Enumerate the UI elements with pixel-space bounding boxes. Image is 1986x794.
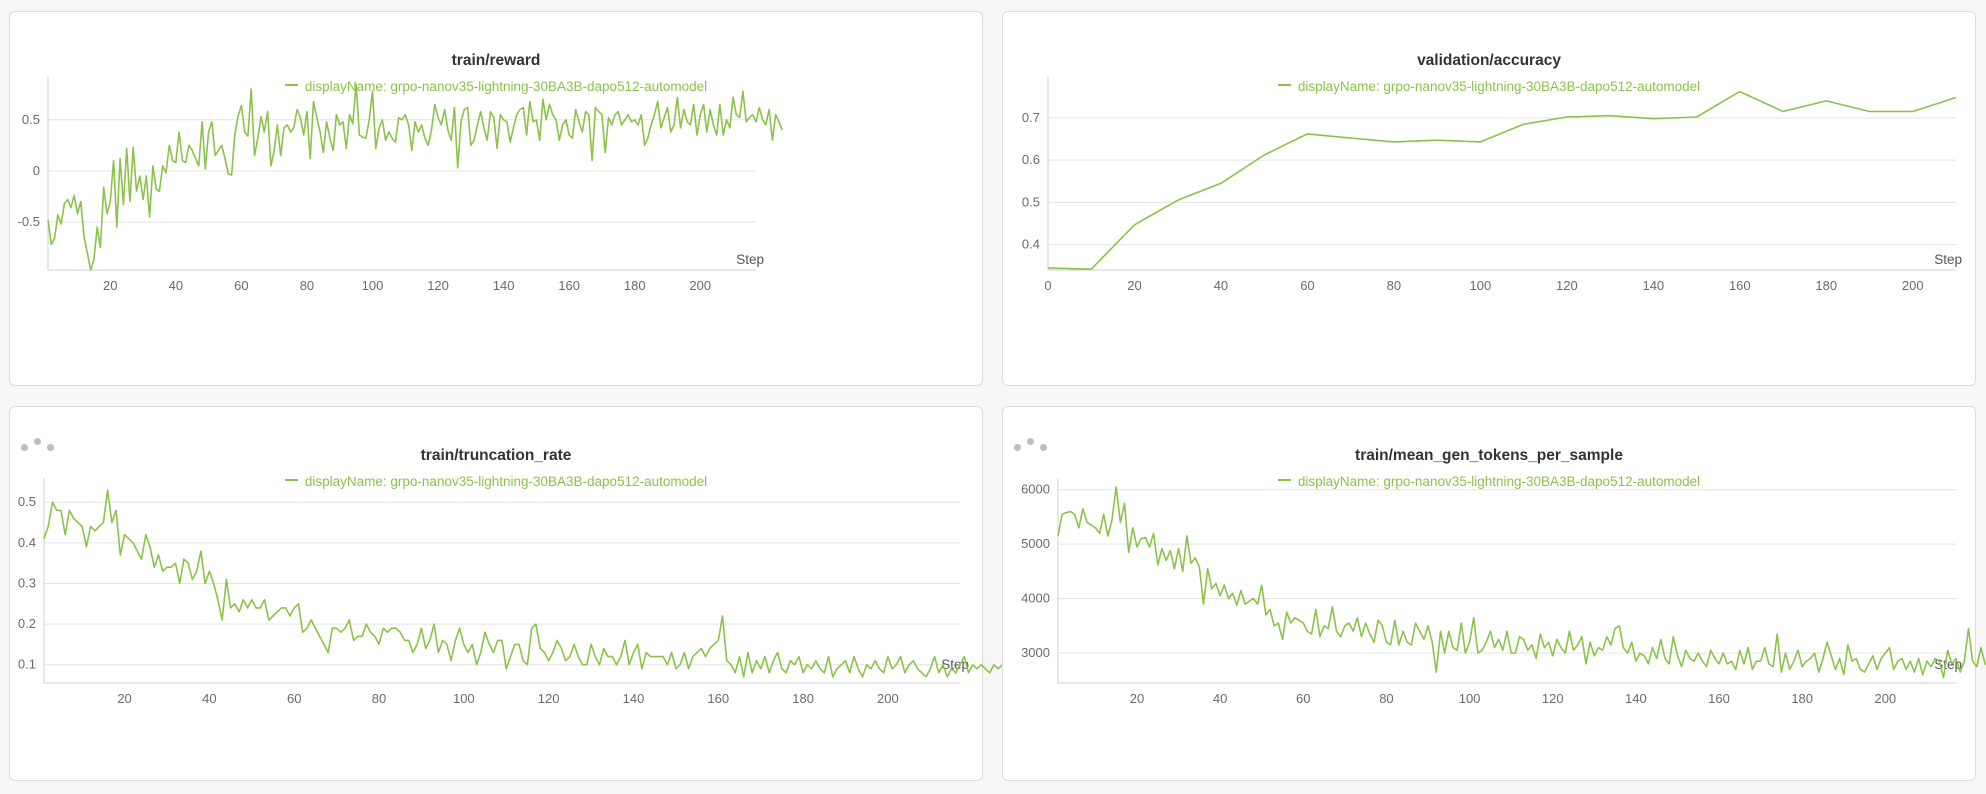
x-tick-label: 200 [1902, 278, 1924, 293]
loading-dots-icon [21, 436, 55, 456]
x-tick-label: 40 [1213, 691, 1227, 706]
chart-title: train/reward [451, 52, 541, 69]
x-tick-label: 80 [1387, 278, 1401, 293]
x-tick-label: 20 [117, 691, 131, 706]
loading-dots-icon [1014, 436, 1048, 456]
y-tick-label: 0.2 [18, 616, 36, 631]
x-tick-label: 120 [427, 278, 449, 293]
x-tick-label: 20 [1130, 691, 1144, 706]
x-tick-label: 160 [558, 278, 580, 293]
legend-line-swatch [1277, 84, 1291, 87]
x-tick-label: 80 [300, 278, 314, 293]
chart-plot: 0.4 0.5 0.6 0.7 0 20 40 60 80 100 120 140 160 180 200 S… [1022, 76, 1962, 293]
y-tick-label: 0.6 [1022, 152, 1040, 167]
series-line [1047, 90, 1957, 271]
x-tick-label: 140 [623, 691, 645, 706]
y-tick-label: 0.7 [1022, 110, 1040, 125]
legend-line-swatch [284, 84, 298, 87]
legend-prefix: displayName: [1297, 79, 1384, 94]
x-tick-label: 140 [1625, 691, 1647, 706]
x-tick-label: 40 [1214, 278, 1228, 293]
x-tick-label: 180 [1791, 691, 1813, 706]
y-tick-label: 0.5 [18, 494, 36, 509]
y-tick-label: 0.4 [1022, 237, 1040, 252]
legend-series-name: grpo-nanov35-lightning-30BA3B-dapo512-au… [390, 474, 708, 489]
chart-panel-validation-accuracy: validation/accuracy displayName: grpo-na… [1002, 11, 1976, 386]
chart-panel-train-mean-gen-tokens: train/mean_gen_tokens_per_sample display… [1002, 406, 1986, 781]
x-tick-label: 160 [1708, 691, 1730, 706]
x-tick-label: 60 [234, 278, 248, 293]
x-tick-label: 100 [1470, 278, 1492, 293]
x-tick-label: 60 [1300, 278, 1314, 293]
x-tick-label: 80 [1379, 691, 1393, 706]
x-tick-label: 180 [792, 691, 814, 706]
legend-line-swatch [1277, 479, 1291, 482]
series-line [1057, 486, 1986, 679]
y-tick-label: -0.5 [18, 214, 40, 229]
chart-plot: 0.1 0.2 0.3 0.4 0.5 20 40 60 80 100 120 140 160 180 20… [18, 478, 1072, 706]
chart-title: validation/accuracy [1417, 52, 1561, 69]
chart-legend: displayName: grpo-nanov35-lightning-30BA… [10, 79, 982, 94]
x-tick-label: 100 [453, 691, 475, 706]
legend-line-swatch [284, 479, 298, 482]
y-tick-label: 4000 [1021, 591, 1050, 606]
y-tick-label: 3000 [1021, 645, 1050, 660]
x-tick-label: 120 [1556, 278, 1578, 293]
y-tick-label: 0.1 [18, 657, 36, 672]
x-tick-label: 140 [493, 278, 515, 293]
legend-series-name: grpo-nanov35-lightning-30BA3B-dapo512-au… [390, 79, 708, 94]
x-tick-label: 180 [624, 278, 646, 293]
y-tick-label: 0.3 [18, 575, 36, 590]
legend-prefix: displayName: [1297, 474, 1384, 489]
x-tick-label: 0 [1044, 278, 1051, 293]
y-tick-label: 0.4 [18, 535, 36, 550]
x-tick-label: 60 [287, 691, 301, 706]
x-tick-label: 180 [1815, 278, 1837, 293]
x-axis-label: Step [736, 252, 764, 267]
y-tick-label: 0.5 [22, 112, 40, 127]
x-tick-label: 200 [689, 278, 711, 293]
series-line [43, 489, 1072, 682]
chart-legend: displayName: grpo-nanov35-lightning-30BA… [10, 474, 982, 489]
y-tick-label: 0 [33, 163, 40, 178]
legend-series-name: grpo-nanov35-lightning-30BA3B-dapo512-au… [1383, 79, 1701, 94]
x-axis-label: Step [1934, 252, 1962, 267]
x-tick-label: 20 [103, 278, 117, 293]
chart-title: train/truncation_rate [420, 447, 572, 464]
chart-panel-train-truncation-rate: train/truncation_rate displayName: grpo-… [9, 406, 1072, 781]
x-tick-label: 140 [1642, 278, 1664, 293]
y-tick-label: 5000 [1021, 536, 1050, 551]
y-tick-label: 0.5 [1022, 194, 1040, 209]
x-tick-label: 20 [1127, 278, 1141, 293]
x-tick-label: 60 [1296, 691, 1310, 706]
x-tick-label: 200 [877, 691, 899, 706]
x-tick-label: 120 [1542, 691, 1564, 706]
x-tick-label: 80 [372, 691, 386, 706]
y-tick-label: 6000 [1021, 482, 1050, 497]
legend-prefix: displayName: [304, 79, 391, 94]
series-line [47, 83, 783, 271]
x-tick-label: 40 [169, 278, 183, 293]
x-tick-label: 40 [202, 691, 216, 706]
chart-panel-train-reward: train/reward displayName: grpo-nanov35-l… [9, 11, 983, 386]
legend-prefix: displayName: [304, 474, 391, 489]
x-tick-label: 100 [1459, 691, 1481, 706]
x-tick-label: 160 [1729, 278, 1751, 293]
x-tick-label: 120 [538, 691, 560, 706]
x-tick-label: 160 [707, 691, 729, 706]
chart-legend: displayName: grpo-nanov35-lightning-30BA… [1003, 474, 1975, 489]
chart-plot: -0.5 0 0.5 20 40 60 80 100 120 140 160 180 200 Step [18, 76, 783, 293]
chart-legend: displayName: grpo-nanov35-lightning-30BA… [1003, 79, 1975, 94]
chart-plot: 3000 4000 5000 6000 20 40 60 80 100 120 140 160 180 2… [1021, 479, 1986, 706]
chart-title: train/mean_gen_tokens_per_sample [1355, 447, 1623, 464]
legend-series-name: grpo-nanov35-lightning-30BA3B-dapo512-au… [1383, 474, 1701, 489]
x-tick-label: 200 [1874, 691, 1896, 706]
x-tick-label: 100 [362, 278, 384, 293]
